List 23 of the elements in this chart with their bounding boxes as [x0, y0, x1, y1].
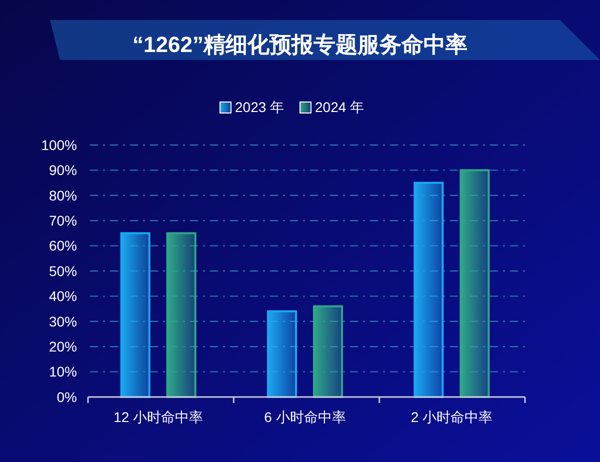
bar — [414, 182, 444, 398]
y-tick-label: 20% — [48, 338, 77, 354]
y-tick-label: 80% — [48, 187, 77, 204]
bar — [313, 305, 343, 398]
y-tick-label: 100% — [41, 136, 77, 153]
bar — [460, 169, 490, 398]
x-tick-label: 2 小时命中率 — [410, 409, 493, 425]
x-tick-label: 6 小时命中率 — [264, 409, 346, 425]
y-tick-label: 0% — [56, 388, 77, 405]
chart-title: “1262”精细化预报专题服务命中率 — [132, 32, 468, 57]
y-tick-label: 90% — [48, 162, 77, 178]
legend-label: 2024 年 — [315, 99, 364, 115]
y-tick-label: 30% — [48, 313, 77, 330]
y-tick-label: 60% — [48, 238, 77, 254]
bar — [166, 232, 196, 398]
y-tick-label: 10% — [48, 364, 77, 380]
legend-label: 2023 年 — [235, 99, 284, 115]
y-tick-label: 70% — [48, 212, 77, 228]
bar — [267, 310, 297, 398]
y-tick-label: 50% — [48, 262, 77, 279]
x-tick-label: 12 小时命中率 — [114, 409, 204, 425]
y-tick-label: 40% — [48, 288, 77, 304]
bar — [120, 232, 150, 398]
